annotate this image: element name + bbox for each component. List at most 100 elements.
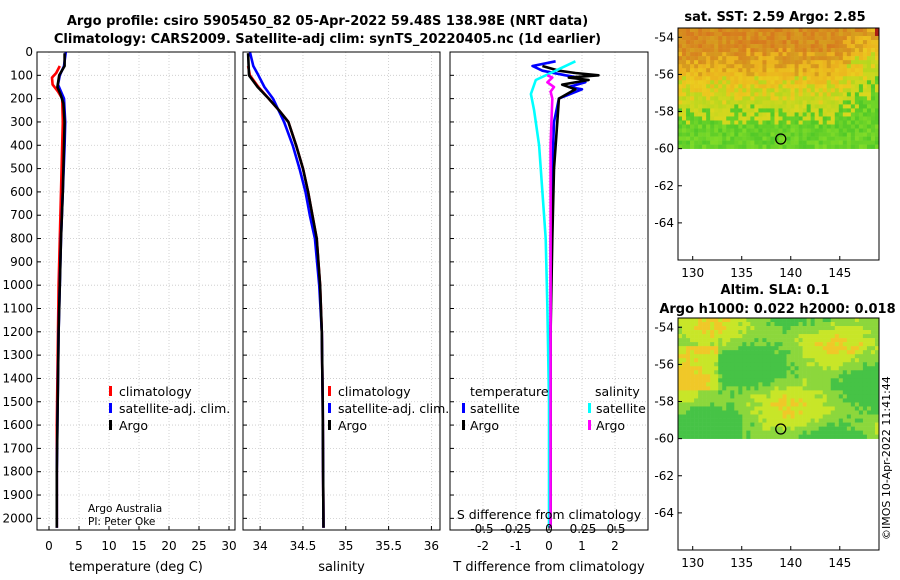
sla-map-cell (858, 430, 864, 435)
sla-map-cell (686, 326, 691, 331)
sla-map-cell (738, 398, 743, 403)
sst-map-cell (830, 60, 836, 65)
sla-map-cell (694, 414, 699, 419)
sla-map-cell (778, 354, 783, 359)
sst-map-cell (810, 132, 815, 137)
sst-map-cell (810, 88, 815, 93)
sst-map-cell (782, 112, 787, 117)
sst-map-cell (738, 116, 743, 121)
sla-map-cell (738, 354, 743, 359)
sst-map-cell (778, 40, 783, 45)
sst-map-cell (722, 108, 727, 113)
sst-map-cell (846, 92, 852, 97)
sst-map-cell (690, 112, 695, 117)
sla-map-cell (734, 418, 739, 423)
sst-map-cell (698, 124, 703, 129)
sla-map-cell (782, 394, 787, 399)
sla-map-cell (774, 350, 779, 355)
sla-map-cell (814, 418, 819, 423)
sst-map-cell (702, 144, 707, 149)
sla-map-cell (794, 318, 799, 323)
sla-map-cell (870, 338, 876, 343)
sst-map-cell (742, 104, 747, 109)
sst-map-cell (758, 76, 763, 81)
sst-map-cell (830, 100, 836, 105)
sla-map-cell (858, 394, 864, 399)
diff-legend-sal-label: Argo (596, 418, 625, 433)
sla-map-cell (770, 354, 775, 359)
sst-map-cell (786, 120, 791, 125)
sla-map-cell (874, 394, 880, 399)
sla-map-cell (782, 346, 787, 351)
sst-map-cell (778, 100, 783, 105)
sst-map-cell (686, 48, 691, 53)
sla-map-cell (866, 326, 872, 331)
sla-map-cell (770, 346, 775, 351)
sla-map-cell (858, 426, 864, 431)
sla-map-cell (802, 402, 807, 407)
sla-map-cell (730, 334, 735, 339)
sst-map-cell (814, 40, 819, 45)
sst-map-cell (690, 104, 695, 109)
sst-map-cell (818, 52, 824, 57)
sla-map-cell (702, 366, 707, 371)
sla-map-cell (814, 406, 819, 411)
sst-map-cell (834, 48, 840, 53)
sst-map-cell (866, 92, 872, 97)
sla-map-cell (762, 390, 767, 395)
sla-map-cell (782, 350, 787, 355)
depth-tick-label: 300 (10, 115, 33, 129)
sst-map-cell (858, 136, 864, 141)
sla-map-cell (786, 338, 791, 343)
sst-map-cell (806, 76, 811, 81)
sst-map-cell (746, 136, 751, 141)
sst-map-cell (730, 64, 735, 69)
sst-map-cell (802, 40, 807, 45)
sla-map-cell (746, 386, 751, 391)
sst-map-cell (834, 136, 840, 141)
sst-map-cell (686, 128, 691, 133)
sla-map-cell (842, 378, 848, 383)
sla-map-cell (782, 354, 787, 359)
sst-map-cell (830, 40, 836, 45)
sla-map-cell (874, 410, 880, 415)
sla-map-cell (682, 346, 687, 351)
sst-map-cell (862, 84, 868, 89)
sla-map-cell (834, 434, 840, 439)
sst-map-cell (858, 144, 864, 149)
sla-map-cell (690, 410, 695, 415)
sla-map-cell (814, 366, 819, 371)
sla-map-cell (826, 426, 832, 431)
sst-map-cell (682, 108, 687, 113)
sla-map-cell (822, 326, 828, 331)
sla-map-cell (750, 430, 755, 435)
sla-map-cell (846, 358, 852, 363)
sst-map-cell (750, 124, 755, 129)
sst-map-cell (826, 124, 832, 129)
sla-map-cell (830, 322, 836, 327)
sla-map-cell (686, 394, 691, 399)
sla-map-cell (746, 326, 751, 331)
sst-map-cell (790, 72, 795, 77)
sst-map-cell (770, 88, 775, 93)
depth-tick-label: 600 (10, 185, 33, 199)
sst-map-cell (802, 120, 807, 125)
sst-map-cell (790, 68, 795, 73)
sst-map-cell (762, 64, 767, 69)
sst-map-cell (794, 40, 799, 45)
sla-map-cell (870, 394, 876, 399)
sst-map-cell (730, 32, 735, 37)
sla-map-cell (786, 430, 791, 435)
sst-map-cell (822, 124, 828, 129)
sla-map-cell (802, 406, 807, 411)
sst-map-cell (702, 32, 707, 37)
sst-map-cell (678, 128, 683, 133)
sst-map-cell (774, 104, 779, 109)
sst-map-cell (866, 40, 872, 45)
sla-map-cell (690, 366, 695, 371)
sst-map-cell (690, 36, 695, 41)
sst-map-cell (846, 100, 852, 105)
sla-map-cell (830, 386, 836, 391)
sla-map-cell (682, 426, 687, 431)
sla-map-cell (842, 338, 848, 343)
